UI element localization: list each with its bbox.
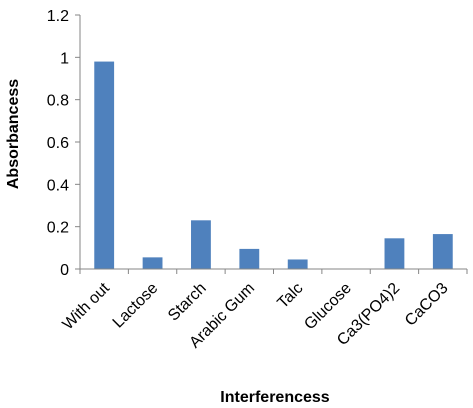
y-tick-label: 0.6	[47, 135, 69, 152]
bar	[94, 61, 115, 269]
y-tick-label: 1	[60, 50, 69, 67]
bar	[384, 238, 405, 269]
y-tick-label: 0.2	[47, 220, 69, 237]
bar	[432, 234, 453, 269]
y-tick-label: 0.8	[47, 93, 69, 110]
bar	[287, 259, 308, 269]
x-tick-label: With out	[59, 279, 113, 333]
y-tick-label: 1.2	[47, 8, 69, 25]
axes	[79, 15, 467, 270]
x-tick-label: Starch	[165, 280, 210, 325]
x-axis-ticks	[79, 269, 468, 274]
x-axis-title: Interferencess	[220, 389, 329, 406]
bar-series	[94, 61, 453, 269]
x-tick-label: Talc	[274, 280, 306, 312]
y-axis-ticks: 0 0.2 0.4 0.6 0.8 1 1.2	[47, 8, 80, 279]
bar	[239, 248, 260, 269]
bar	[142, 257, 163, 269]
x-tick-label: CaCO3	[402, 280, 452, 330]
y-axis-title: Absorbancess	[5, 79, 22, 189]
x-tick-label: Lactose	[110, 280, 162, 332]
y-tick-label: 0	[60, 262, 69, 279]
bar	[191, 220, 211, 269]
y-tick-label: 0.4	[47, 177, 69, 194]
